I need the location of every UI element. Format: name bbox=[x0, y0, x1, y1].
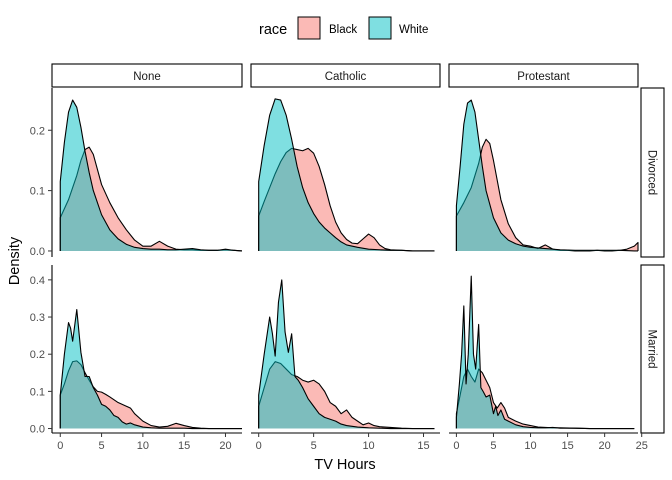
x-tick-label: 0 bbox=[57, 440, 63, 452]
x-tick-label: 10 bbox=[524, 440, 536, 452]
density-area-black bbox=[456, 139, 638, 251]
panel-married-protestant: 0 5 10 15 20 25 bbox=[449, 275, 648, 452]
density-area-white bbox=[456, 276, 635, 429]
panel-married-catholic: 0 5 10 15 bbox=[251, 279, 440, 452]
panel-married-none: 0.0 0.1 0.2 0.3 0.4 0 5 10 15 20 bbox=[30, 265, 243, 452]
density-area-white bbox=[60, 309, 243, 429]
density-line-white bbox=[258, 279, 435, 430]
strip-label-protestant: Protestant bbox=[517, 71, 570, 83]
density-area-white bbox=[258, 98, 435, 251]
density-line-white bbox=[455, 275, 635, 430]
strip-label-none: None bbox=[133, 71, 161, 83]
x-tick-label: 15 bbox=[561, 440, 573, 452]
strip-label-catholic: Catholic bbox=[325, 71, 367, 83]
y-tick-label: 0.2 bbox=[30, 349, 45, 361]
y-axis-title: Density bbox=[7, 236, 23, 285]
y-tick-label: 0.0 bbox=[30, 246, 45, 258]
strip-married bbox=[640, 264, 665, 434]
density-area-white bbox=[60, 100, 243, 251]
x-tick-label: 0 bbox=[453, 440, 459, 452]
x-tick-label: 5 bbox=[99, 440, 105, 452]
legend-key-white bbox=[368, 16, 392, 40]
density-area-white bbox=[456, 100, 638, 251]
strip-protestant bbox=[448, 63, 639, 88]
x-tick-label: 15 bbox=[178, 440, 190, 452]
y-tick-label: 0.1 bbox=[30, 186, 45, 198]
x-tick-label: 20 bbox=[219, 440, 231, 452]
panel-divorced-none: 0.0 0.1 0.2 bbox=[30, 88, 243, 258]
strip-label-married: Married bbox=[646, 330, 658, 369]
x-axis-title: TV Hours bbox=[314, 457, 375, 473]
y-tick-label: 0.1 bbox=[30, 386, 45, 398]
y-tick-label: 0.4 bbox=[30, 275, 45, 287]
strip-none bbox=[51, 63, 243, 88]
x-tick-label: 10 bbox=[137, 440, 149, 452]
strip-catholic bbox=[250, 63, 441, 88]
y-tick-label: 0.0 bbox=[30, 424, 45, 436]
strip-label-divorced: Divorced bbox=[646, 150, 658, 195]
legend-key-black bbox=[297, 16, 321, 40]
x-tick-label: 5 bbox=[490, 440, 496, 452]
x-tick-label: 10 bbox=[362, 440, 374, 452]
density-area-white bbox=[258, 279, 435, 429]
x-tick-label: 20 bbox=[599, 440, 611, 452]
legend-label-black: Black bbox=[329, 24, 357, 36]
panel-divorced-protestant bbox=[455, 99, 639, 252]
y-tick-label: 0.2 bbox=[30, 125, 45, 137]
legend: race Black White bbox=[259, 16, 428, 40]
x-tick-label: 0 bbox=[256, 440, 262, 452]
facet-panels: None Catholic Protestant Divorced Married 0.0… bbox=[30, 63, 665, 452]
density-line-white bbox=[59, 99, 243, 252]
x-tick-label: 5 bbox=[311, 440, 317, 452]
panel-divorced-catholic bbox=[258, 98, 435, 252]
legend-label-white: White bbox=[399, 24, 428, 36]
density-line-white bbox=[59, 309, 242, 430]
density-line-white bbox=[455, 99, 638, 252]
x-tick-label: 15 bbox=[417, 440, 429, 452]
x-tick-label: 25 bbox=[636, 440, 648, 452]
density-line-white bbox=[258, 98, 435, 252]
strip-divorced bbox=[640, 87, 665, 258]
y-tick-label: 0.3 bbox=[30, 312, 45, 324]
legend-title: race bbox=[259, 22, 287, 38]
